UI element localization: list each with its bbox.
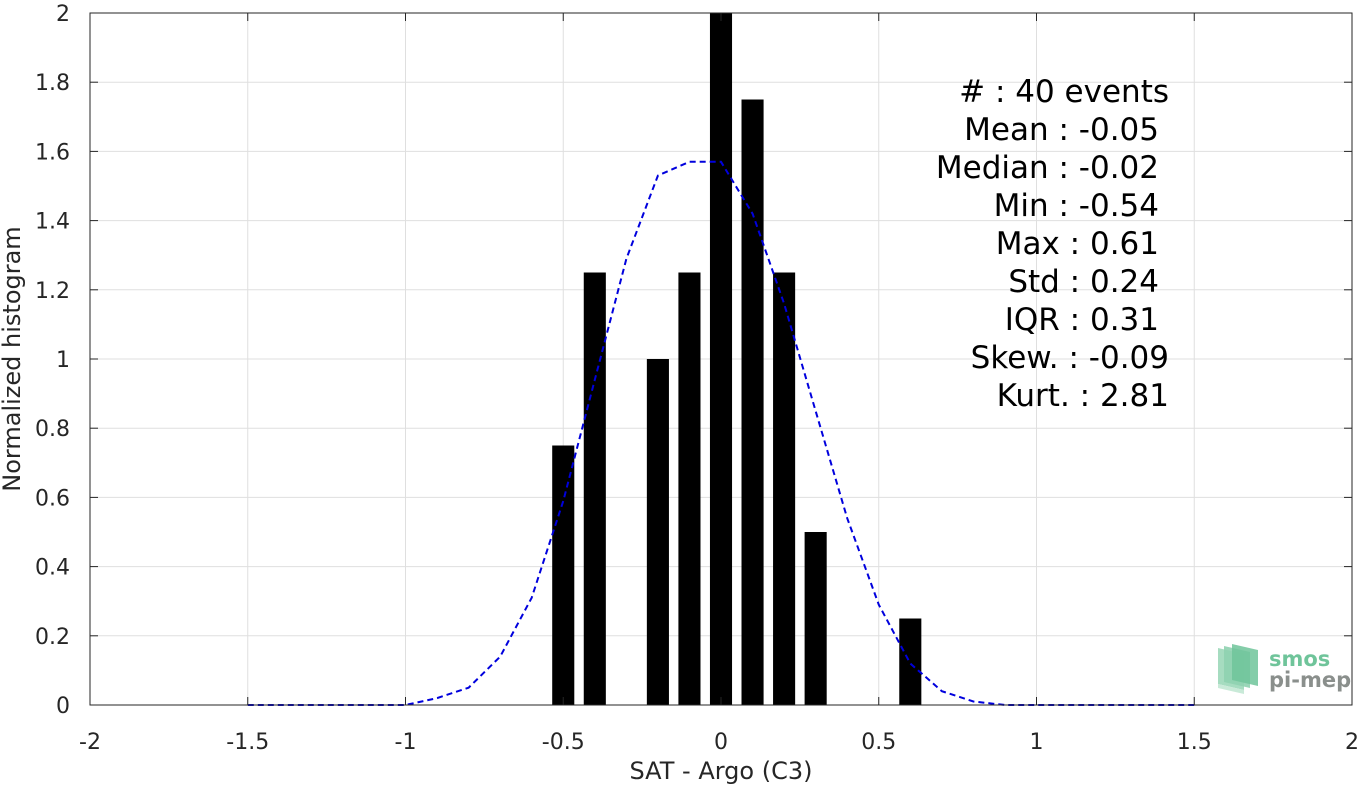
histogram-bar: [678, 272, 701, 705]
stats-line: Min : -0.54: [994, 188, 1159, 224]
x-tick-label: -1.5: [226, 730, 269, 755]
gaussian-fit-curve: [247, 160, 1195, 706]
stats-line: Skew. : -0.09: [971, 340, 1169, 376]
y-tick-label: 0.2: [35, 625, 70, 650]
stats-line: Max : 0.61: [996, 226, 1159, 262]
stats-line: # : 40 events: [959, 74, 1169, 110]
smos-pimep-logo: smos pi-mep: [1218, 644, 1351, 694]
x-tick-label: 1: [1030, 730, 1044, 755]
y-tick-label: 1.6: [35, 140, 70, 165]
y-tick-label: 1: [56, 348, 70, 373]
x-tick-label: 0: [714, 730, 728, 755]
fit-curve-layer: [247, 160, 1195, 706]
axes: [89, 12, 1353, 706]
y-tick-label: 0: [56, 694, 70, 719]
histogram-bar: [899, 618, 922, 705]
histogram-bar: [773, 272, 796, 705]
y-tick-label: 1.2: [35, 279, 70, 304]
logo-text-line2: pi-mep: [1269, 668, 1351, 692]
stats-line: IQR : 0.31: [1005, 302, 1159, 338]
x-tick-label: -0.5: [542, 730, 585, 755]
histogram-bar: [583, 272, 606, 705]
histogram-bars: [552, 13, 922, 705]
x-tick-label: 0.5: [861, 730, 896, 755]
histogram-bar: [552, 445, 575, 705]
histogram-bar: [709, 13, 733, 705]
y-tick-label: 0.6: [35, 486, 70, 511]
histogram-bar: [646, 359, 669, 705]
logo-icon: [1218, 644, 1258, 694]
stats-line: Median : -0.02: [936, 150, 1159, 186]
logo-text-line1: smos: [1269, 647, 1330, 671]
histogram-bar: [804, 532, 827, 705]
y-tick-label: 1.4: [35, 210, 70, 235]
stats-line: Std : 0.24: [1008, 264, 1159, 300]
stats-line: Mean : -0.05: [964, 112, 1159, 148]
y-tick-label: 0.8: [35, 417, 70, 442]
y-tick-labels: 0 0.2 0.4 0.6 0.8 1 1.2 1.4 1.6 1.8 2: [35, 2, 70, 719]
x-tick-label: -1: [395, 730, 417, 755]
x-tick-labels: -2 -1.5 -1 -0.5 0 0.5 1 1.5 2: [79, 730, 1359, 755]
y-tick-label: 1.8: [35, 71, 70, 96]
y-tick-label: 0.4: [35, 556, 70, 581]
y-axis-label: Normalized histogram: [0, 226, 26, 491]
x-axis-label: SAT - Argo (C3): [630, 757, 813, 785]
histogram-bar: [741, 99, 764, 705]
x-tick-label: 1.5: [1177, 730, 1212, 755]
stats-line: Kurt. : 2.81: [997, 378, 1169, 414]
x-tick-label: -2: [79, 730, 101, 755]
x-tick-label: 2: [1345, 730, 1359, 755]
y-tick-label: 2: [56, 2, 70, 27]
